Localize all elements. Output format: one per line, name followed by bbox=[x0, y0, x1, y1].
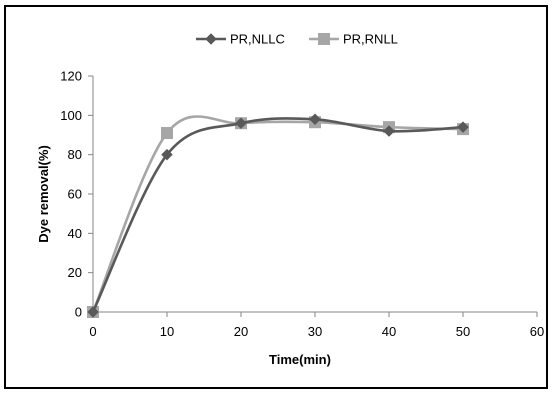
legend-item-1: PR,NLLC bbox=[196, 32, 285, 47]
series-2-point bbox=[161, 127, 173, 140]
line-chart: 0 20 40 60 80 100 120 0 10 20 30 40 50 60 PR,NLLC PR,R… bbox=[36, 32, 544, 368]
x-tick-label: 10 bbox=[160, 324, 174, 339]
y-tick-label: 0 bbox=[75, 305, 82, 320]
y-tick-label: 60 bbox=[68, 187, 82, 202]
x-tick-label: 50 bbox=[456, 324, 470, 339]
y-tick-label: 40 bbox=[68, 226, 82, 241]
series-1-line bbox=[91, 117, 464, 313]
x-tick-label: 30 bbox=[308, 324, 322, 339]
legend-swatch-marker bbox=[318, 33, 330, 45]
series-layer bbox=[87, 113, 469, 318]
series-1-point bbox=[161, 148, 173, 161]
series-1-point bbox=[457, 121, 469, 133]
x-axis-title: Time(min) bbox=[269, 352, 331, 367]
legend-label: PR,RNLL bbox=[343, 32, 398, 47]
x-tick-label: 40 bbox=[382, 324, 396, 339]
x-tick-label: 60 bbox=[530, 324, 544, 339]
axes: 0 20 40 60 80 100 120 0 10 20 30 40 50 60 bbox=[60, 69, 544, 340]
series-1-point bbox=[235, 117, 247, 130]
y-tick-label: 100 bbox=[60, 108, 82, 123]
y-tick-label: 20 bbox=[68, 265, 82, 280]
series-1-point bbox=[87, 306, 99, 318]
x-tick-label: 20 bbox=[234, 324, 248, 339]
legend-swatch-marker bbox=[205, 33, 217, 45]
chart-frame: 0 20 40 60 80 100 120 0 10 20 30 40 50 60 PR,NLLC PR,R… bbox=[4, 5, 548, 389]
series-2 bbox=[87, 115, 469, 318]
x-tick-label: 0 bbox=[89, 324, 96, 339]
legend: PR,NLLC PR,RNLL bbox=[196, 32, 398, 47]
series-2-line bbox=[91, 115, 464, 313]
y-tick-label: 80 bbox=[68, 147, 82, 162]
y-tick-label: 120 bbox=[60, 69, 82, 84]
series-1-point bbox=[383, 125, 395, 137]
legend-item-2: PR,RNLL bbox=[309, 32, 398, 47]
series-1 bbox=[87, 113, 469, 318]
y-axis-title: Dye removal(%) bbox=[36, 145, 51, 243]
series-1-point bbox=[309, 113, 321, 126]
legend-label: PR,NLLC bbox=[230, 32, 285, 47]
